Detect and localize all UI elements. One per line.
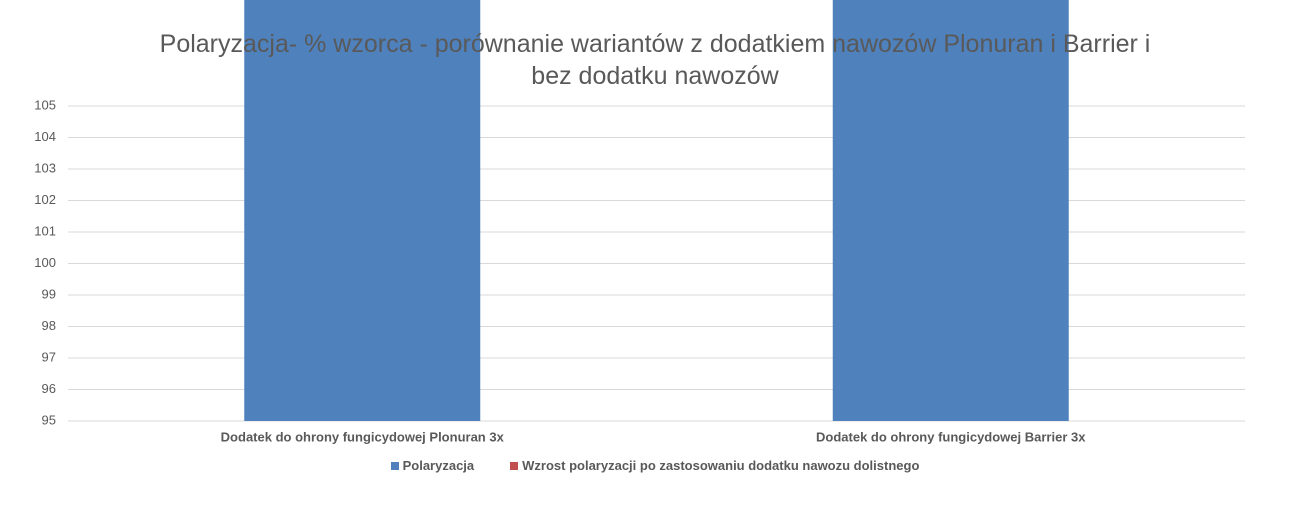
y-tick-label: 97 bbox=[42, 349, 56, 364]
y-tick-label: 100 bbox=[34, 255, 56, 270]
y-tick-label: 102 bbox=[34, 192, 56, 207]
legend-swatch bbox=[390, 461, 399, 470]
bar-segment bbox=[832, 0, 1069, 421]
y-tick-label: 101 bbox=[34, 223, 56, 238]
y-tick-label: 98 bbox=[42, 318, 56, 333]
legend: Polaryzacja Wzrost polaryzacji po zastoso… bbox=[0, 458, 1310, 473]
legend-label: Polaryzacja bbox=[402, 458, 475, 473]
legend-item: Wzrost polaryzacji po zastosowaniu dodat… bbox=[510, 458, 919, 473]
chart-title: Polaryzacja- % wzorca - porównanie waria… bbox=[159, 30, 1151, 90]
y-tick-label: 96 bbox=[42, 381, 56, 396]
y-tick-label: 104 bbox=[34, 129, 56, 144]
x-tick-label: Dodatek do ohrony fungicydowej Barrier 3… bbox=[816, 429, 1086, 444]
y-tick-label: 103 bbox=[34, 160, 56, 175]
bar-segment bbox=[244, 0, 481, 421]
legend-label: Wzrost polaryzacji po zastosowaniu dodat… bbox=[522, 458, 920, 473]
legend-swatch bbox=[510, 461, 519, 470]
y-tick-label: 105 bbox=[34, 97, 56, 112]
legend-item: Polaryzacja bbox=[390, 458, 475, 473]
y-tick-label: 99 bbox=[42, 286, 56, 301]
y-tick-label: 95 bbox=[42, 412, 56, 427]
x-tick-label: Dodatek do ohrony fungicydowej Plonuran … bbox=[221, 429, 505, 444]
